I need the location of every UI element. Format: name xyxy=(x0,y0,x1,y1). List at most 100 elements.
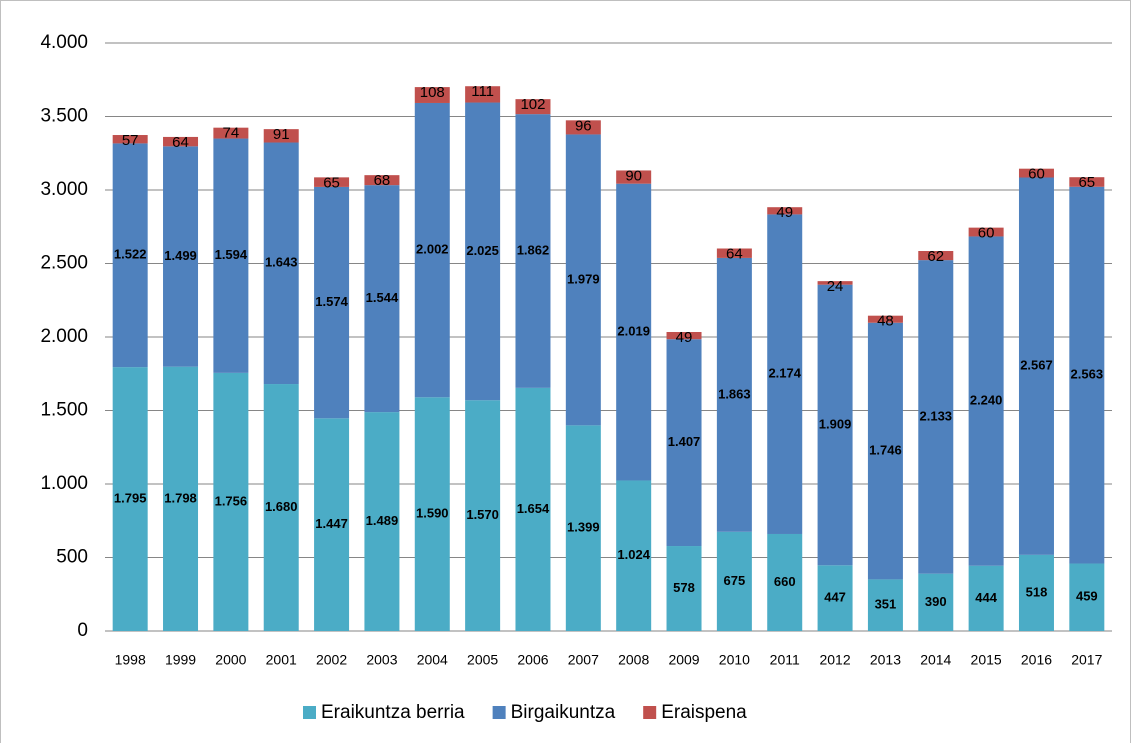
data-label: 2.025 xyxy=(466,243,499,258)
data-label: 1.522 xyxy=(114,247,147,262)
data-label: 49 xyxy=(776,204,793,221)
data-label: 390 xyxy=(925,594,947,609)
data-label: 444 xyxy=(975,590,997,605)
bar-segment xyxy=(163,366,199,631)
data-label: 108 xyxy=(420,84,445,101)
bar-segment xyxy=(666,332,702,340)
bar-segment xyxy=(414,397,450,631)
x-tick-label: 2012 xyxy=(819,652,850,668)
bar-segment xyxy=(767,207,803,215)
data-label: 48 xyxy=(877,313,894,330)
y-tick-label: 500 xyxy=(56,547,88,568)
bar-segment xyxy=(565,120,601,135)
data-label: 1.746 xyxy=(869,443,902,458)
legend-swatch xyxy=(303,706,316,719)
x-tick-label: 2009 xyxy=(668,652,699,668)
data-label: 1.570 xyxy=(466,507,499,522)
bar-segment xyxy=(213,127,249,139)
y-tick-label: 3.500 xyxy=(40,106,88,127)
data-label: 660 xyxy=(774,574,796,589)
bar-segment xyxy=(968,236,1004,566)
data-label: 2.563 xyxy=(1071,367,1104,382)
bar-segment xyxy=(767,214,803,534)
bar-segment xyxy=(112,143,148,368)
data-label: 2.174 xyxy=(768,366,801,381)
bar-segment xyxy=(465,86,501,103)
data-label: 2.019 xyxy=(617,324,650,339)
bar-segment xyxy=(817,284,853,566)
x-tick-label: 2010 xyxy=(719,652,750,668)
bar-segment xyxy=(817,565,853,631)
bar-segment xyxy=(867,579,903,631)
data-label: 60 xyxy=(978,225,995,242)
bar-segment xyxy=(716,248,752,258)
legend-swatch xyxy=(643,706,657,719)
data-label: 1.680 xyxy=(265,499,298,514)
legend-label: Eraispena xyxy=(661,702,747,723)
legend-swatch xyxy=(492,706,506,719)
x-tick-label: 2014 xyxy=(920,652,951,668)
x-tick-label: 1998 xyxy=(115,652,146,668)
legend-label: Eraikuntza berria xyxy=(321,702,465,723)
data-label: 1.024 xyxy=(617,547,650,562)
x-tick-label: 2001 xyxy=(266,652,297,668)
data-label: 1.979 xyxy=(567,271,600,286)
bar-segment xyxy=(414,87,450,103)
y-tick-label: 1.000 xyxy=(40,473,88,494)
legend-label: Birgaikuntza xyxy=(511,702,616,723)
bar-segment xyxy=(1018,554,1054,631)
bar-segment xyxy=(565,134,601,426)
bar-segment xyxy=(918,260,954,574)
y-tick-label: 3.000 xyxy=(40,179,88,200)
bar-segment xyxy=(414,102,450,398)
data-label: 2.240 xyxy=(970,393,1003,408)
x-tick-label: 2003 xyxy=(366,652,397,668)
x-tick-label: 2016 xyxy=(1021,652,1052,668)
y-tick-label: 0 xyxy=(77,620,88,641)
data-label: 459 xyxy=(1076,589,1098,604)
data-label: 1.798 xyxy=(164,490,197,505)
x-tick-label: 2008 xyxy=(618,652,649,668)
bar-segment xyxy=(1018,177,1054,555)
bar-segment xyxy=(364,185,400,413)
data-label: 1.407 xyxy=(668,434,701,449)
data-label: 60 xyxy=(1028,166,1045,183)
data-label: 1.447 xyxy=(315,516,348,531)
bar-segment xyxy=(314,418,350,631)
y-tick-label: 2.500 xyxy=(40,253,88,274)
data-label: 675 xyxy=(724,573,746,588)
data-label: 2.002 xyxy=(416,242,449,257)
data-label: 1.399 xyxy=(567,520,600,535)
bar-segment xyxy=(666,339,702,547)
y-tick-label: 2.000 xyxy=(40,326,88,347)
data-label: 1.544 xyxy=(366,290,399,305)
bar-segment xyxy=(666,546,702,631)
bar-segment xyxy=(716,531,752,631)
y-tick-label: 4.000 xyxy=(40,32,88,53)
data-label: 65 xyxy=(323,174,340,191)
bar-segment xyxy=(112,367,148,631)
bar-segment xyxy=(968,565,1004,631)
x-tick-label: 2011 xyxy=(770,652,800,668)
bar-segment xyxy=(465,102,501,401)
bar-segment xyxy=(565,425,601,631)
data-label: 96 xyxy=(575,117,592,134)
data-label: 1.863 xyxy=(718,386,751,401)
data-label: 90 xyxy=(625,167,642,184)
bar-segment xyxy=(515,99,551,115)
data-label: 49 xyxy=(676,329,693,346)
x-tick-label: 2000 xyxy=(215,652,246,668)
data-label: 447 xyxy=(824,590,846,605)
data-label: 65 xyxy=(1078,174,1095,191)
bar-segment xyxy=(515,114,551,388)
data-label: 1.590 xyxy=(416,506,449,521)
x-tick-label: 1999 xyxy=(165,652,196,668)
bar-segment xyxy=(213,138,249,373)
bar-segment xyxy=(263,384,299,631)
bar-segment xyxy=(515,387,551,631)
bar-segment xyxy=(867,322,903,580)
bar-segment xyxy=(817,281,853,285)
data-label: 1.574 xyxy=(315,294,348,309)
data-label: 578 xyxy=(673,580,695,595)
bar-segment xyxy=(867,315,903,323)
